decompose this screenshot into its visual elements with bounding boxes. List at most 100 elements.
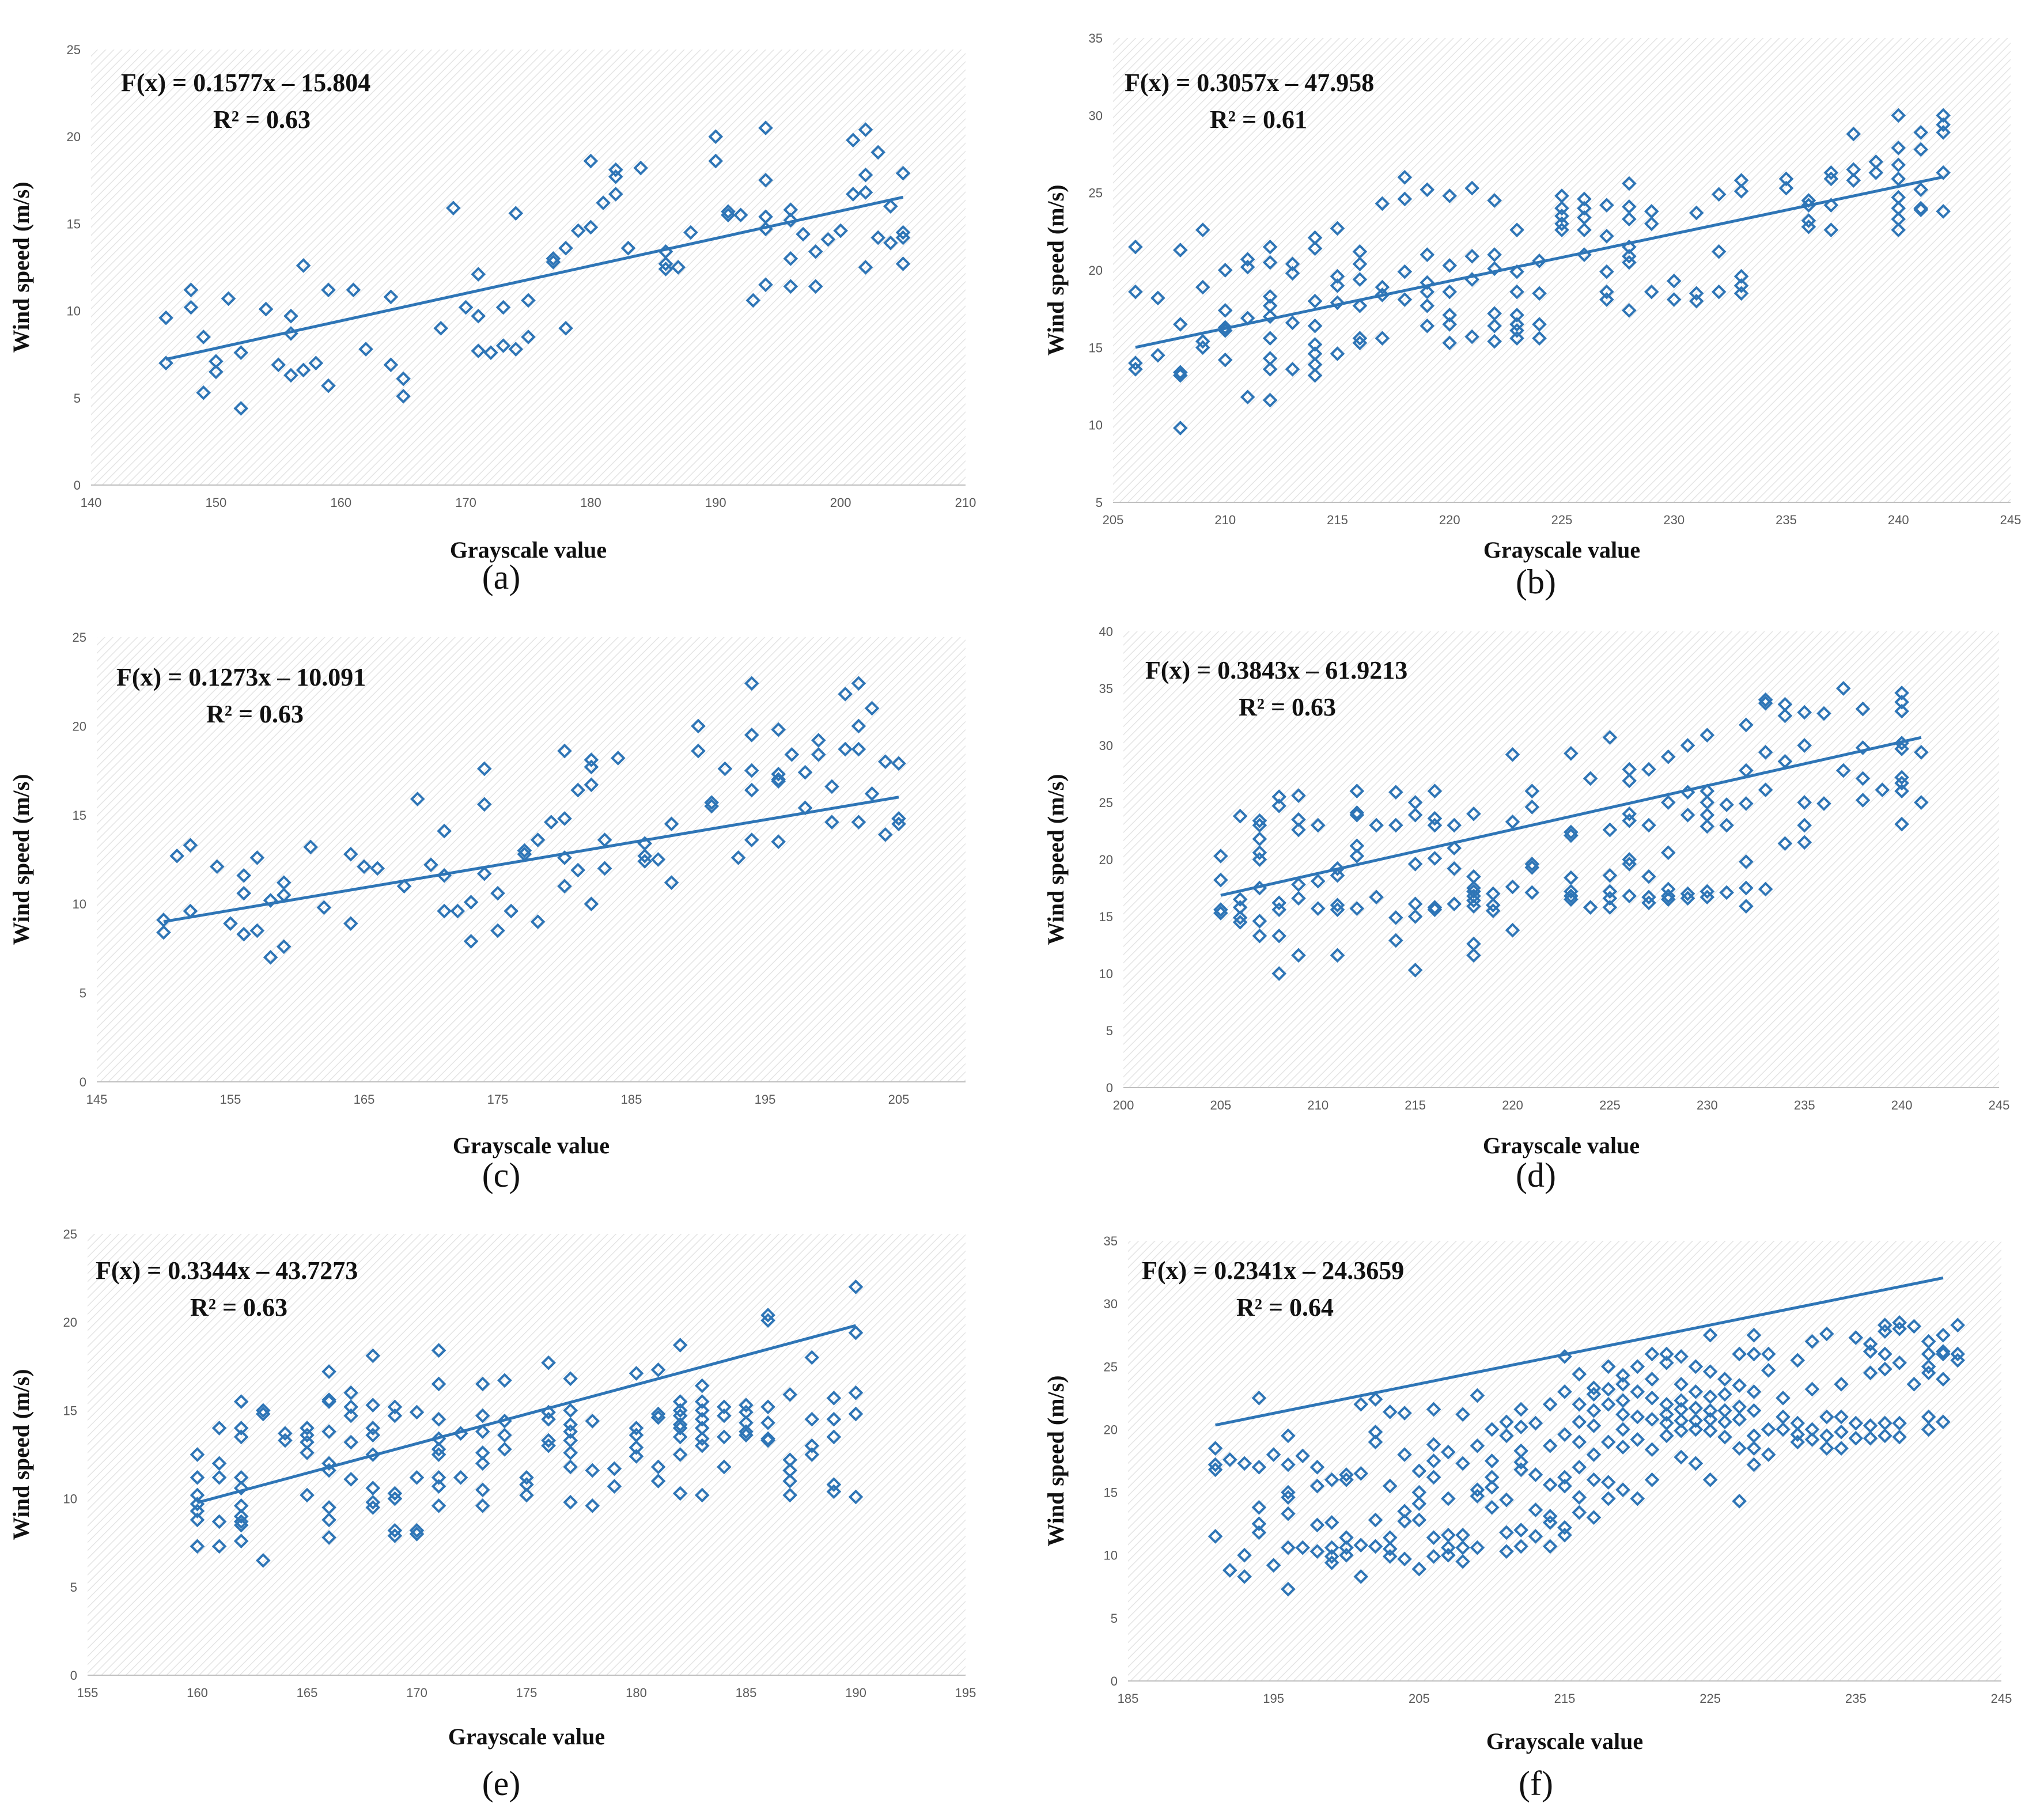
data-point <box>1173 368 1188 383</box>
x-tick-label: 210 <box>1307 1098 1328 1112</box>
data-point <box>717 1429 732 1445</box>
data-point <box>1195 340 1210 355</box>
data-point <box>1388 785 1403 800</box>
data-point <box>1758 782 1773 798</box>
data-point <box>1349 807 1365 823</box>
data-point <box>1427 783 1443 799</box>
data-point <box>409 1404 425 1420</box>
y-tick-label: 25 <box>1089 186 1103 200</box>
data-point <box>423 857 438 873</box>
data-point <box>1666 273 1682 289</box>
data-point <box>1863 1365 1878 1381</box>
data-point <box>1487 318 1502 334</box>
data-point <box>263 893 278 908</box>
data-point <box>365 1427 381 1443</box>
data-point <box>1914 745 1929 760</box>
data-point <box>557 879 572 894</box>
data-point <box>1586 1418 1602 1433</box>
data-point <box>1913 142 1929 157</box>
data-point <box>858 122 873 137</box>
data-point <box>597 861 612 876</box>
data-point <box>196 330 211 344</box>
data-point <box>1426 1470 1441 1485</box>
data-point <box>1630 1359 1645 1374</box>
data-point <box>1262 362 1278 377</box>
data-point <box>1291 877 1306 892</box>
data-point <box>891 756 906 771</box>
x-tick-label: 205 <box>1409 1691 1430 1706</box>
data-point <box>826 1484 842 1500</box>
data-point <box>519 1470 534 1485</box>
data-point <box>811 733 826 748</box>
data-point <box>1801 213 1816 228</box>
data-point <box>1484 1422 1500 1437</box>
data-point <box>1863 1344 1878 1359</box>
data-point <box>1602 822 1618 838</box>
data-point <box>1466 884 1481 899</box>
data-point <box>1622 211 1637 227</box>
data-point <box>895 165 911 181</box>
plot-area <box>91 50 966 485</box>
data-point <box>1528 1415 1543 1431</box>
data-point <box>410 792 425 806</box>
x-tick-label: 205 <box>888 1092 910 1107</box>
data-point <box>1411 1463 1427 1479</box>
x-tick-label: 225 <box>1699 1691 1721 1706</box>
data-point <box>1307 241 1323 256</box>
data-point <box>877 827 893 842</box>
data-point <box>1878 1428 1892 1444</box>
data-point <box>1528 1502 1543 1517</box>
r-squared: R² = 0.63 <box>206 700 304 728</box>
data-point <box>1330 948 1345 963</box>
data-point <box>1213 902 1228 917</box>
data-point <box>1427 851 1443 866</box>
data-point <box>1281 1490 1296 1505</box>
y-tick-label: 25 <box>1099 796 1113 810</box>
data-point <box>236 868 252 883</box>
data-point <box>183 300 199 315</box>
data-point <box>387 1528 403 1543</box>
data-point <box>1532 253 1547 268</box>
data-point <box>283 368 298 383</box>
data-point <box>1262 392 1278 408</box>
data-point <box>1848 1430 1864 1446</box>
data-point <box>1746 1457 1762 1472</box>
y-tick-label: 0 <box>70 1668 77 1683</box>
x-tick-label: 220 <box>1502 1098 1523 1112</box>
data-point <box>1823 198 1839 213</box>
data-point <box>607 1479 622 1494</box>
data-point <box>1855 701 1871 717</box>
data-point <box>1660 892 1676 907</box>
data-point <box>321 1512 336 1528</box>
data-point <box>658 256 673 271</box>
data-point <box>463 934 479 949</box>
data-point <box>1339 1467 1354 1482</box>
data-point <box>1564 884 1579 899</box>
data-point <box>1615 1407 1630 1422</box>
x-tick-label: 155 <box>77 1686 99 1700</box>
data-point <box>694 1378 710 1394</box>
data-point <box>1252 914 1267 929</box>
data-point <box>607 1461 622 1476</box>
data-point <box>1702 1403 1718 1418</box>
data-point <box>1455 1407 1470 1422</box>
data-point <box>1524 783 1540 799</box>
data-point <box>1659 1428 1674 1444</box>
data-point <box>211 1456 227 1471</box>
data-point <box>1262 289 1278 304</box>
data-point <box>1778 171 1794 187</box>
x-tick-label: 145 <box>86 1092 108 1107</box>
data-point <box>1455 1540 1470 1555</box>
data-point <box>1353 1466 1369 1481</box>
data-point <box>811 747 826 762</box>
data-point <box>1702 1423 1718 1438</box>
data-point <box>1324 1555 1339 1570</box>
y-tick-label: 40 <box>1099 624 1113 639</box>
data-point <box>233 1514 249 1529</box>
data-point <box>1407 857 1423 872</box>
data-point <box>1330 268 1345 284</box>
data-point <box>1641 817 1656 833</box>
data-point <box>650 1459 666 1475</box>
data-point <box>1252 845 1267 860</box>
data-point <box>694 1438 710 1453</box>
